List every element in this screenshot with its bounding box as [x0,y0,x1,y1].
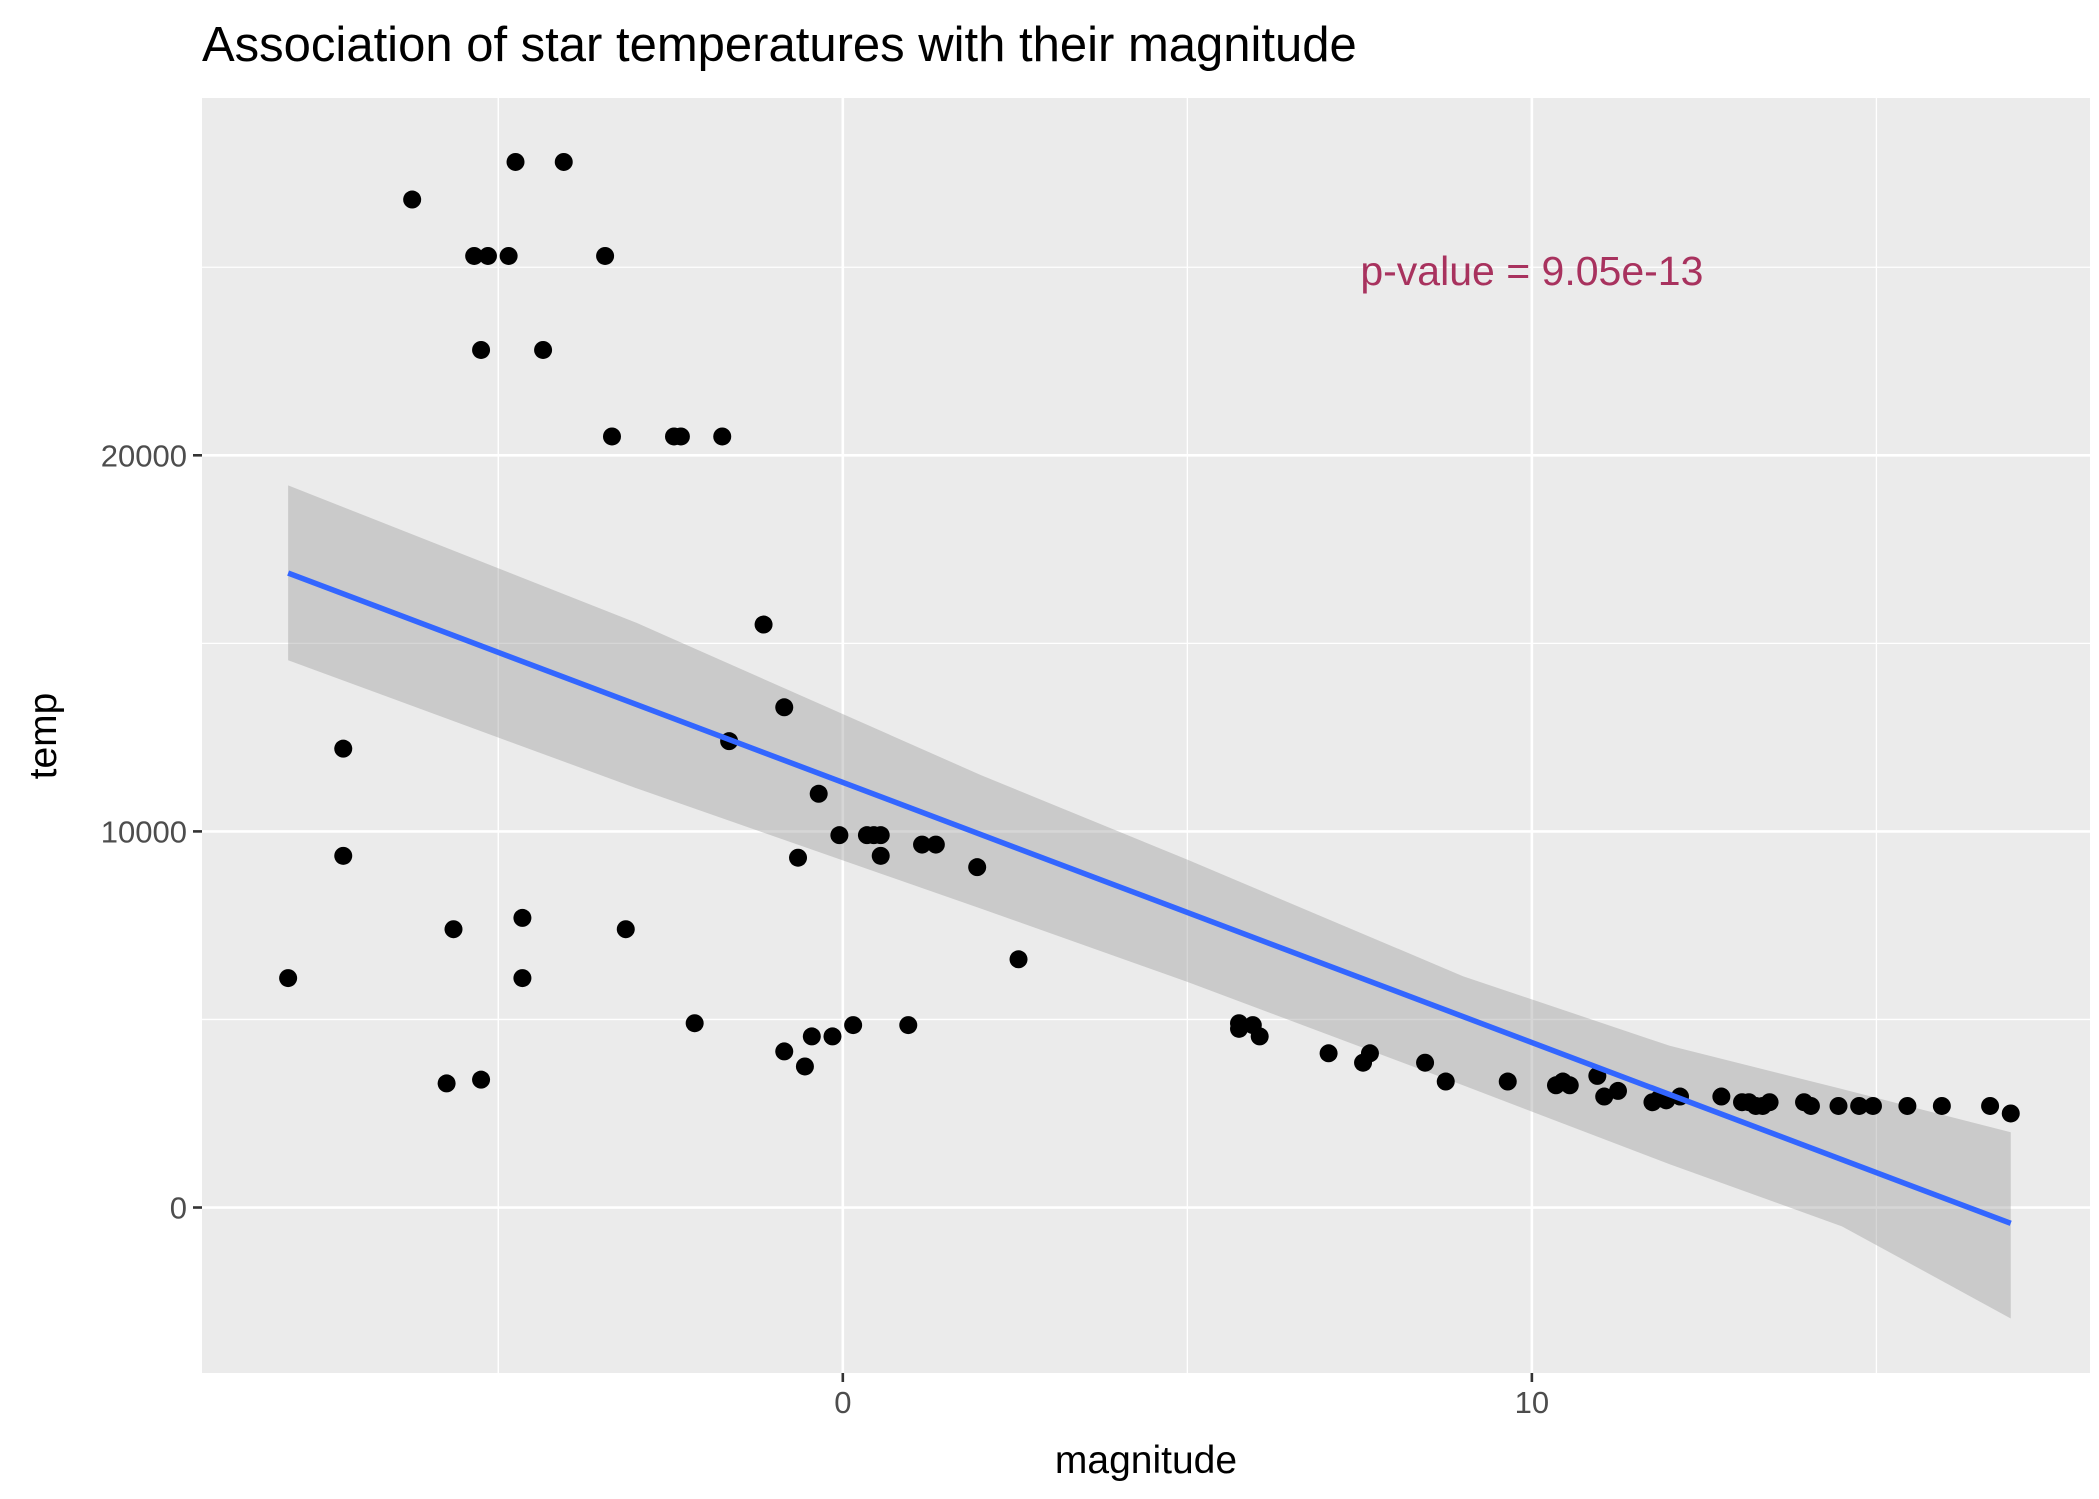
data-point [1981,1096,2000,1115]
y-tick-label: 20000 [101,438,187,473]
data-point [1498,1072,1517,1091]
data-point [1436,1072,1455,1091]
data-point [1595,1087,1614,1106]
data-point [602,427,621,446]
data-point [472,340,491,359]
data-point [1319,1044,1338,1063]
data-point [844,1016,863,1035]
data-point [871,826,890,845]
x-tick-label: 10 [1515,1385,1549,1420]
data-point [685,1014,704,1033]
grid-major [202,98,2090,1373]
data-point [334,739,353,758]
x-axis: 0 10 [834,1373,1549,1420]
grid-minor [202,98,2090,1373]
data-point [795,1057,814,1076]
data-point [334,846,353,865]
data-point [1863,1096,1882,1115]
data-point [1230,1019,1249,1038]
data-point [968,858,987,877]
data-point [1829,1096,1848,1115]
data-point [444,920,463,939]
x-tick-label: 0 [834,1385,851,1420]
data-point [279,969,298,988]
data-point [403,190,422,209]
data-point [478,246,497,265]
data-point [1250,1027,1269,1046]
y-axis: 0 10000 20000 [101,438,202,1226]
data-point [871,846,890,865]
data-point [513,908,532,927]
data-point [1360,1044,1379,1063]
regression-line [287,570,2012,1226]
data-point [775,698,794,717]
data-point [1712,1087,1731,1106]
data-point [513,969,532,988]
data-point [671,427,690,446]
data-point [1609,1081,1627,1100]
data-point [465,246,484,265]
data-point [713,427,732,446]
data-point [2001,1104,2020,1123]
data-point [1850,1096,1869,1115]
y-tick-label: 10000 [101,814,187,849]
data-point [926,835,945,854]
data-point [1009,950,1028,969]
data-point [1760,1093,1779,1112]
confidence-ribbon [288,485,2011,1319]
data-point [809,784,828,803]
data-point [534,340,553,359]
data-point [823,1027,842,1046]
data-point [1416,1053,1435,1072]
data-point [596,246,615,265]
data-point [472,1070,491,1089]
data-point [506,152,525,171]
data-point [1898,1096,1917,1115]
plot-panel [202,98,2090,1373]
data-point [554,152,573,171]
data-point [437,1074,456,1093]
data-point [802,1027,821,1046]
data-point [789,848,808,867]
y-axis-title: temp [22,693,65,780]
data-point [913,835,932,854]
data-point [1560,1076,1579,1095]
data-point [775,1042,794,1061]
data-point [830,826,849,845]
data-point [754,615,773,634]
x-axis-title: magnitude [1055,1439,1237,1482]
data-point [899,1016,918,1035]
data-point [1801,1096,1820,1115]
chart-title: Association of star temperatures with th… [202,18,1357,72]
p-value-annotation: p-value = 9.05e-13 [1360,248,1703,294]
data-point [1932,1096,1951,1115]
data-point [499,246,518,265]
y-tick-label: 0 [170,1191,187,1226]
data-point [616,920,635,939]
